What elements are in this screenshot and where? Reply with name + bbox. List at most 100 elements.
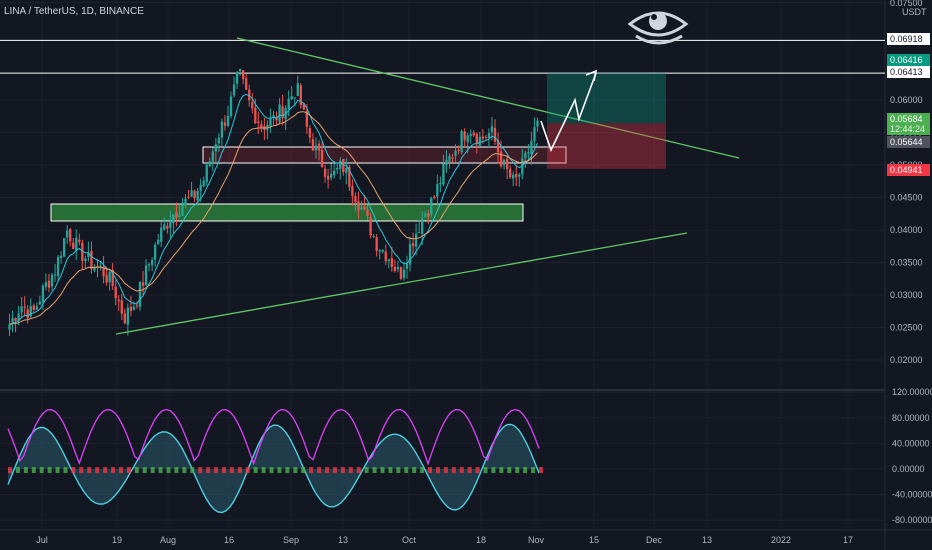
osc-zero-bar bbox=[118, 467, 123, 474]
candle-body bbox=[402, 269, 406, 279]
candle-body bbox=[123, 313, 126, 324]
candle-body bbox=[381, 249, 384, 252]
candle-body bbox=[360, 207, 363, 210]
osc-zero-bar bbox=[206, 467, 211, 474]
candle-body bbox=[245, 78, 248, 90]
candle-body bbox=[214, 144, 218, 152]
osc-zero-bar bbox=[269, 467, 274, 474]
osc-signal-line bbox=[7, 423, 540, 514]
candle-body bbox=[442, 163, 445, 185]
candle-body bbox=[160, 227, 163, 242]
candle-body bbox=[487, 133, 491, 138]
candle-body bbox=[20, 306, 23, 313]
candle-body bbox=[527, 152, 530, 154]
candle-body bbox=[129, 306, 133, 312]
candle-body bbox=[257, 121, 260, 123]
candle-body bbox=[26, 309, 29, 319]
candle-body bbox=[59, 255, 63, 258]
position-tool[interactable] bbox=[547, 72, 666, 169]
loss-zone bbox=[547, 123, 666, 169]
candle-body bbox=[299, 85, 302, 106]
candle-body bbox=[308, 128, 312, 138]
osc-zero-bar bbox=[23, 467, 28, 474]
candle-body bbox=[445, 159, 448, 165]
candle-body bbox=[141, 282, 145, 286]
candle-body bbox=[414, 233, 418, 247]
candle-body bbox=[336, 167, 339, 170]
osc-zero-bar bbox=[150, 467, 155, 474]
candle-body bbox=[469, 134, 472, 136]
moving-averages bbox=[9, 93, 538, 325]
osc-zero-bar bbox=[214, 467, 219, 474]
time-tick-label: Oct bbox=[402, 535, 417, 545]
candle-body bbox=[278, 104, 281, 122]
osc-zero-bar bbox=[325, 467, 330, 474]
price-tag bbox=[887, 66, 930, 78]
candle-body bbox=[378, 250, 381, 252]
osc-zero-bar bbox=[95, 467, 100, 474]
candle-body bbox=[11, 317, 14, 323]
osc-zero-bar bbox=[174, 467, 179, 474]
candle-body bbox=[17, 313, 20, 321]
candle-body bbox=[533, 127, 536, 142]
osc-zero-bar bbox=[507, 467, 512, 474]
candle-body bbox=[41, 285, 45, 303]
price-tag-label: 0.06413 bbox=[890, 67, 923, 77]
osc-zero-bar bbox=[134, 467, 139, 474]
osc-zero-bar bbox=[348, 467, 353, 474]
eye-pupil bbox=[649, 12, 667, 30]
price-tick-label: 0.02500 bbox=[890, 323, 923, 333]
osc-zero-bar bbox=[356, 467, 361, 474]
candle-body bbox=[172, 214, 175, 224]
candle-body bbox=[178, 214, 181, 218]
osc-zero-bar bbox=[475, 467, 480, 474]
osc-zero-bar bbox=[261, 467, 266, 474]
candlestick-series bbox=[8, 68, 539, 337]
osc-zero-bar bbox=[412, 467, 417, 474]
candle-body bbox=[384, 251, 387, 262]
osc-tick-label: 40.00000 bbox=[892, 438, 930, 448]
price-tag-label: 0.06416 bbox=[890, 55, 923, 65]
candle-body bbox=[484, 136, 488, 138]
time-tick-label: 13 bbox=[702, 535, 712, 545]
osc-zero-bar bbox=[221, 467, 226, 474]
fast-ma-line bbox=[9, 93, 538, 325]
time-tick-label: 2022 bbox=[771, 535, 791, 545]
support-resistance-zones bbox=[50, 146, 567, 222]
eye-icon bbox=[627, 11, 689, 45]
candle-body bbox=[78, 239, 81, 242]
eye-highlight bbox=[651, 14, 657, 20]
osc-zero-bar bbox=[87, 467, 92, 474]
candle-body bbox=[99, 265, 102, 267]
osc-zero-bar bbox=[301, 467, 306, 474]
candle-body bbox=[390, 258, 393, 267]
candle-body bbox=[154, 244, 157, 260]
candle-body bbox=[375, 237, 378, 251]
osc-zero-bar bbox=[380, 467, 385, 474]
candle-body bbox=[339, 160, 342, 169]
candle-body bbox=[53, 274, 57, 276]
candle-body bbox=[66, 230, 69, 238]
candle-body bbox=[35, 306, 38, 310]
candle-body bbox=[436, 184, 439, 197]
candle-body bbox=[475, 133, 478, 144]
candle-body bbox=[238, 69, 242, 72]
candle-body bbox=[342, 158, 345, 173]
candle-body bbox=[90, 250, 93, 270]
candle-body bbox=[166, 225, 169, 229]
candle-body bbox=[47, 280, 51, 288]
candle-body bbox=[515, 174, 518, 178]
candle-body bbox=[87, 252, 90, 257]
candle-body bbox=[272, 115, 275, 118]
candle-body bbox=[199, 184, 202, 191]
resistance-zone bbox=[202, 146, 567, 164]
candle-body bbox=[478, 136, 481, 146]
time-tick-label: Jul bbox=[36, 535, 48, 545]
support-zone bbox=[50, 203, 524, 222]
horizontal-levels[interactable] bbox=[0, 39, 885, 74]
osc-zero-bar bbox=[198, 467, 203, 474]
descending-trendline bbox=[236, 37, 740, 159]
trend-lines[interactable] bbox=[115, 37, 740, 335]
candle-body bbox=[108, 271, 111, 283]
candle-body bbox=[512, 174, 515, 179]
